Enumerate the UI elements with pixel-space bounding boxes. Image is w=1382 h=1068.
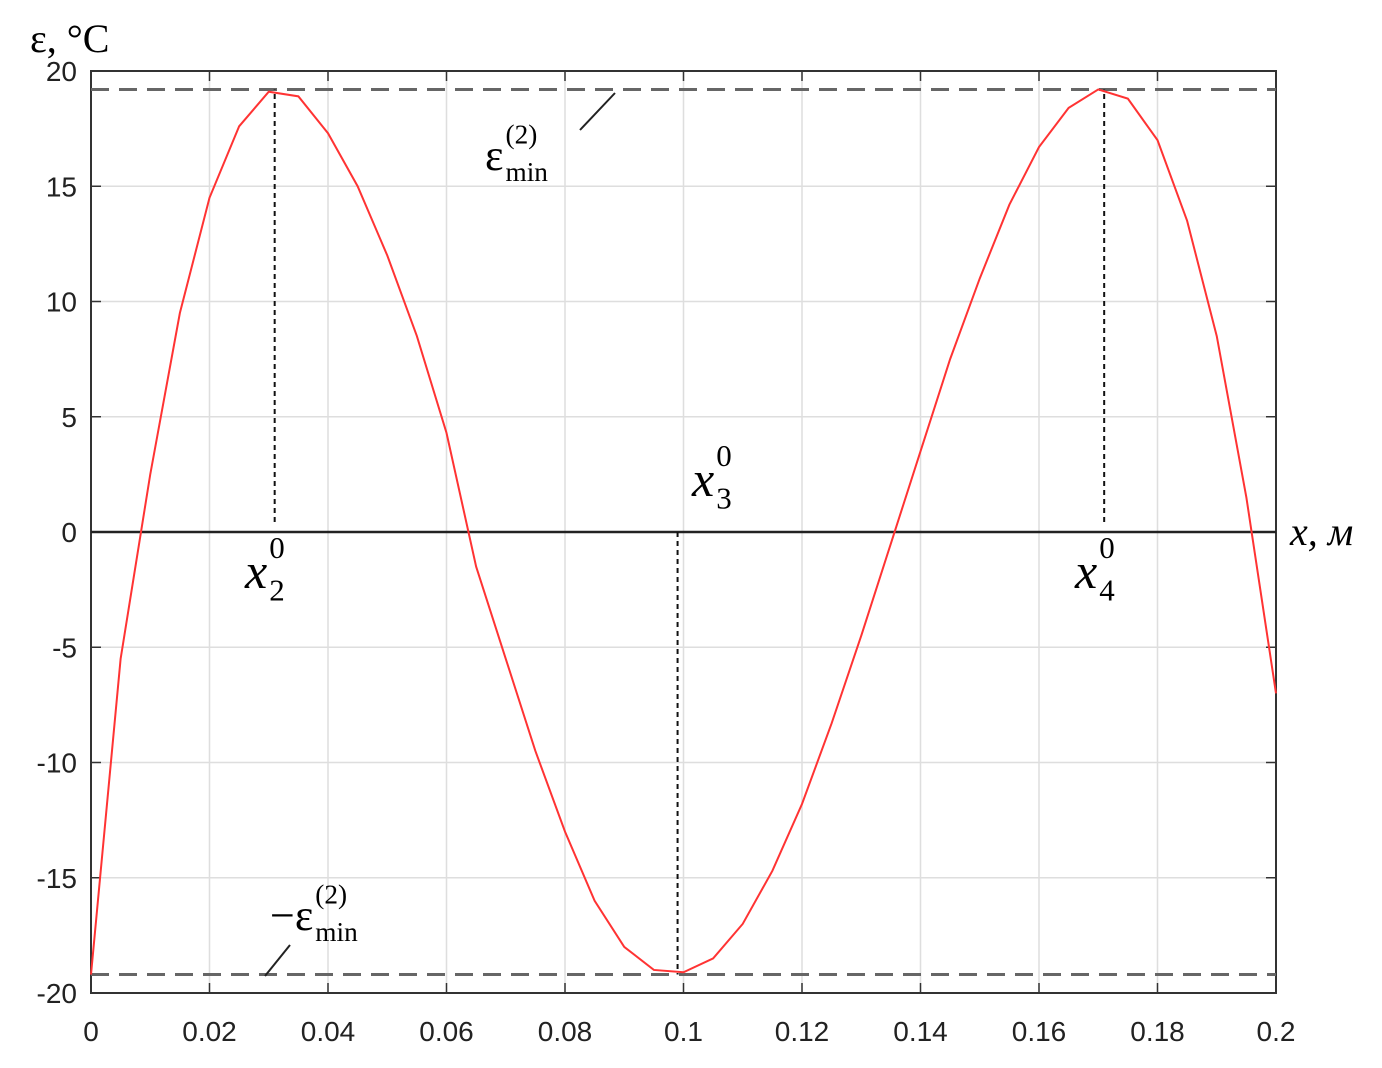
x-tick-label: 0.16	[1012, 1016, 1067, 1047]
leader-line	[579, 92, 616, 131]
annotation-sub: 4	[1099, 573, 1115, 608]
annotation: −ε	[270, 891, 313, 940]
y-tick-label: 10	[46, 287, 77, 318]
annotation: x	[244, 543, 267, 599]
annotation-sup: 0	[1099, 530, 1115, 565]
y-axis-label: ε, °C	[30, 16, 109, 61]
y-tick-label: 5	[61, 402, 77, 433]
leader-line	[264, 944, 291, 977]
y-tick-label: -5	[52, 632, 77, 663]
data-line	[90, 88, 1277, 975]
annotation-sup: 0	[269, 530, 285, 565]
annotation: x	[691, 451, 714, 507]
x-tick-label: 0	[83, 1016, 99, 1047]
y-tick-label: 15	[46, 171, 77, 202]
x-tick-label: 0.14	[893, 1016, 948, 1047]
annotation: ε	[485, 131, 503, 180]
y-tick-label: 20	[46, 56, 77, 87]
annotation-sup: 0	[716, 438, 732, 473]
x-tick-label: 0.02	[182, 1016, 237, 1047]
y-tick-label: -20	[37, 978, 77, 1009]
annotation-sup: (2)	[315, 880, 347, 910]
annotation-sup: (2)	[505, 120, 537, 150]
y-tick-label: -15	[37, 863, 77, 894]
x-tick-label: 0.12	[775, 1016, 830, 1047]
annotation-sub: 2	[269, 573, 285, 608]
x-tick-label: 0.2	[1257, 1016, 1296, 1047]
x-tick-label: 0.06	[419, 1016, 474, 1047]
x-tick-label: 0.08	[538, 1016, 593, 1047]
x-tick-label: 0.1	[664, 1016, 703, 1047]
y-tick-label: -10	[37, 748, 77, 779]
annotation-sub: min	[315, 917, 358, 947]
y-tick-label: 0	[61, 517, 77, 548]
x-axis-label: x, м	[1289, 509, 1353, 554]
annotation: x	[1074, 543, 1097, 599]
annotation-sub: 3	[716, 481, 732, 516]
x-tick-label: 0.18	[1130, 1016, 1185, 1047]
x-tick-label: 0.04	[301, 1016, 356, 1047]
annotation-sub: min	[505, 157, 548, 187]
